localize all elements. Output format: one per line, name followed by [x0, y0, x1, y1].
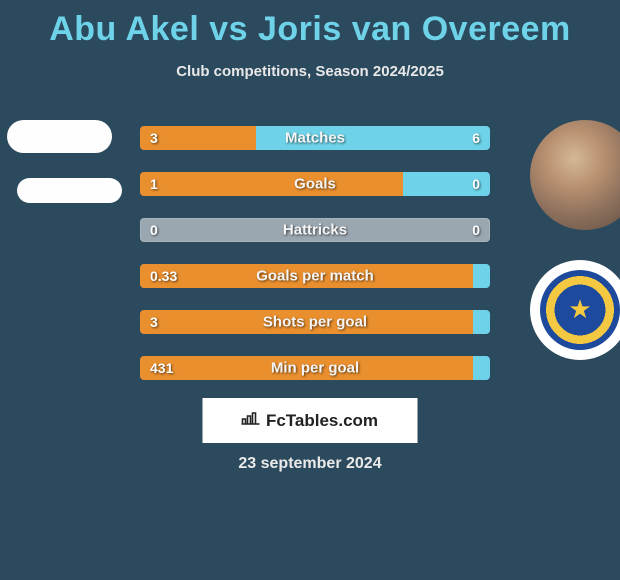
footer-date: 23 september 2024: [0, 455, 620, 473]
stat-row: 431Min per goal: [140, 356, 490, 380]
stat-label: Matches: [140, 130, 490, 147]
chart-icon: [242, 411, 260, 430]
brand-text: FcTables.com: [266, 411, 378, 431]
stat-label: Min per goal: [140, 360, 490, 377]
stat-row: 10Goals: [140, 172, 490, 196]
page-title: Abu Akel vs Joris van Overeem: [0, 0, 620, 49]
stat-row: 3Shots per goal: [140, 310, 490, 334]
club-right-logo: [530, 260, 620, 360]
player-left-avatar: [7, 120, 112, 153]
stat-label: Hattricks: [140, 222, 490, 239]
brand-badge: FcTables.com: [203, 398, 418, 443]
stat-label: Shots per goal: [140, 314, 490, 331]
player-right-avatar: [530, 120, 620, 230]
stat-label: Goals per match: [140, 268, 490, 285]
club-left-logo: [17, 178, 122, 203]
stat-row: 00Hattricks: [140, 218, 490, 242]
stat-label: Goals: [140, 176, 490, 193]
subtitle: Club competitions, Season 2024/2025: [0, 63, 620, 80]
stat-row: 0.33Goals per match: [140, 264, 490, 288]
club-crest-icon: [540, 270, 620, 350]
comparison-chart: 36Matches 10Goals 00Hattricks 0.33Goals per…: [140, 126, 490, 402]
stat-row: 36Matches: [140, 126, 490, 150]
